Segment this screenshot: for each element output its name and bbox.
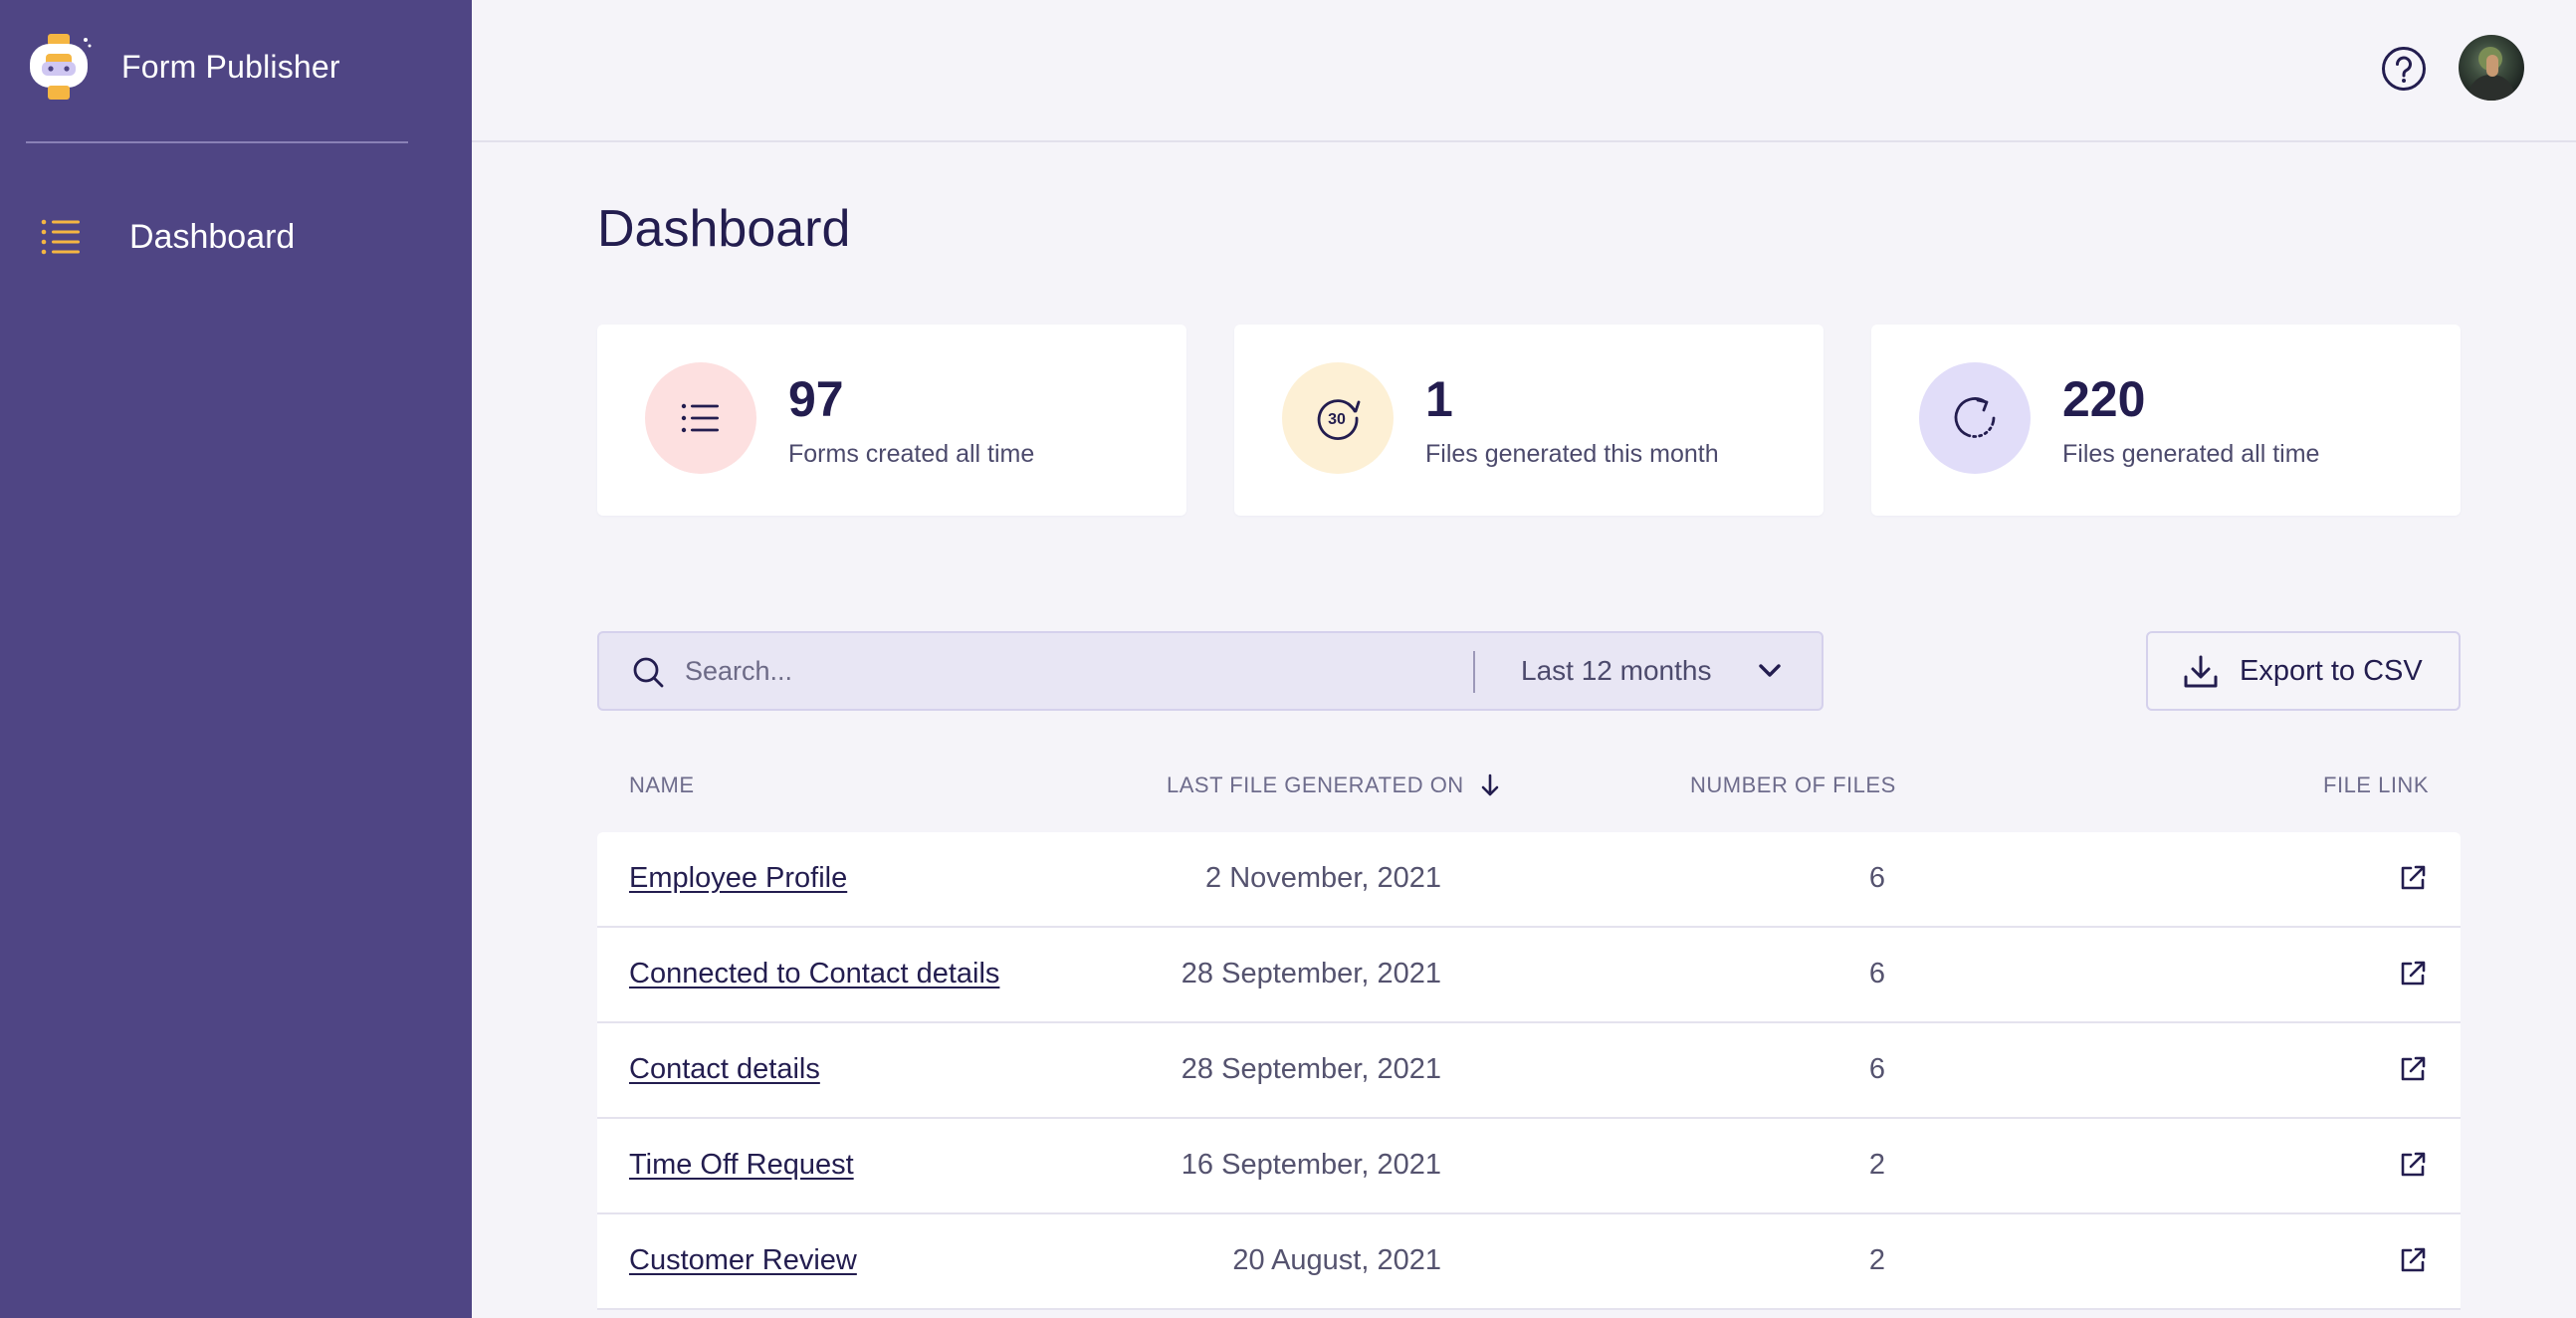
column-header-file-link: FILE LINK bbox=[2323, 772, 2429, 797]
table-row: Contact details 28 September, 2021 6 bbox=[597, 1023, 2461, 1119]
stat-icon-bg bbox=[1919, 362, 2031, 474]
file-count: 2 bbox=[1868, 1149, 1885, 1181]
last-generated-date: 2 November, 2021 bbox=[1205, 862, 1441, 894]
stat-label: Files generated all time bbox=[2062, 440, 2320, 468]
stat-value: 97 bbox=[788, 371, 844, 427]
table-row: Time Off Request 16 September, 2021 2 bbox=[597, 1119, 2461, 1214]
column-header-last-generated[interactable]: LAST FILE GENERATED ON bbox=[1167, 772, 1502, 798]
topbar bbox=[472, 0, 2576, 142]
column-header-label: LAST FILE GENERATED ON bbox=[1167, 772, 1464, 797]
export-csv-button[interactable]: Export to CSV bbox=[2146, 631, 2461, 711]
forms-table: Employee Profile 2 November, 2021 6 Conn… bbox=[597, 832, 2461, 1310]
external-link-icon[interactable] bbox=[2397, 1053, 2429, 1085]
table-row: Connected to Contact details 28 Septembe… bbox=[597, 928, 2461, 1023]
list-icon bbox=[681, 403, 719, 433]
last-generated-date: 28 September, 2021 bbox=[1181, 1053, 1441, 1085]
30-days-label: 30 bbox=[1328, 411, 1346, 428]
arrow-down-icon bbox=[1481, 773, 1499, 796]
brand[interactable]: Form Publisher bbox=[26, 32, 340, 102]
search-icon bbox=[633, 657, 664, 688]
form-name-link[interactable]: Contact details bbox=[629, 1053, 820, 1085]
stat-card-forms: 97 Forms created all time bbox=[597, 325, 1186, 516]
last-generated-date: 16 September, 2021 bbox=[1181, 1149, 1441, 1181]
stat-icon-bg: 30 bbox=[1282, 362, 1394, 474]
stat-icon-bg bbox=[645, 362, 756, 474]
external-link-icon[interactable] bbox=[2397, 1244, 2429, 1276]
export-csv-label: Export to CSV bbox=[2240, 655, 2423, 687]
sidebar-divider bbox=[26, 141, 408, 143]
column-header-count[interactable]: NUMBER OF FILES bbox=[1690, 772, 1896, 797]
file-count: 2 bbox=[1868, 1244, 1885, 1276]
refresh-icon bbox=[1954, 397, 1996, 438]
stat-card-all: 220 Files generated all time bbox=[1871, 325, 2461, 516]
external-link-icon[interactable] bbox=[2397, 862, 2429, 894]
external-link-icon[interactable] bbox=[2397, 958, 2429, 989]
form-name-link[interactable]: Connected to Contact details bbox=[629, 958, 1000, 989]
file-count: 6 bbox=[1868, 958, 1885, 989]
stat-label: Forms created all time bbox=[788, 440, 1035, 468]
file-count: 6 bbox=[1868, 1053, 1885, 1085]
page-title: Dashboard bbox=[597, 200, 851, 258]
download-icon bbox=[2184, 655, 2218, 688]
period-select-value: Last 12 months bbox=[1521, 655, 1712, 686]
stat-value: 1 bbox=[1425, 371, 1453, 427]
stat-card-month: 30 1 Files generated this month bbox=[1234, 325, 1824, 516]
file-count: 6 bbox=[1868, 862, 1885, 894]
table-row: Customer Review 20 August, 2021 2 bbox=[597, 1214, 2461, 1310]
form-name-link[interactable]: Customer Review bbox=[629, 1244, 857, 1276]
form-name-link[interactable]: Time Off Request bbox=[629, 1149, 854, 1181]
last-generated-date: 20 August, 2021 bbox=[1232, 1244, 1441, 1276]
user-avatar[interactable] bbox=[2459, 35, 2524, 101]
search-input[interactable] bbox=[685, 647, 1242, 695]
sidebar: Form Publisher Dashboard bbox=[0, 0, 472, 1318]
last-generated-date: 28 September, 2021 bbox=[1181, 958, 1441, 989]
app-name: Form Publisher bbox=[121, 48, 340, 85]
stat-label: Files generated this month bbox=[1425, 440, 1719, 468]
search-separator bbox=[1473, 651, 1475, 693]
robot-logo-icon bbox=[30, 34, 92, 100]
external-link-icon[interactable] bbox=[2397, 1149, 2429, 1181]
sidebar-item-dashboard[interactable]: Dashboard bbox=[40, 209, 295, 265]
chevron-down-icon bbox=[1759, 664, 1781, 677]
sidebar-item-label: Dashboard bbox=[129, 217, 296, 256]
period-select[interactable]: Last 12 months bbox=[1521, 633, 1824, 709]
stat-value: 220 bbox=[2062, 371, 2146, 427]
column-header-name[interactable]: NAME bbox=[629, 772, 695, 797]
list-icon bbox=[41, 219, 80, 255]
table-row: Employee Profile 2 November, 2021 6 bbox=[597, 832, 2461, 928]
search-bar: Last 12 months bbox=[597, 631, 1824, 711]
form-name-link[interactable]: Employee Profile bbox=[629, 862, 848, 894]
help-circle-icon[interactable] bbox=[2381, 46, 2427, 92]
30-days-icon: 30 bbox=[1317, 399, 1361, 440]
